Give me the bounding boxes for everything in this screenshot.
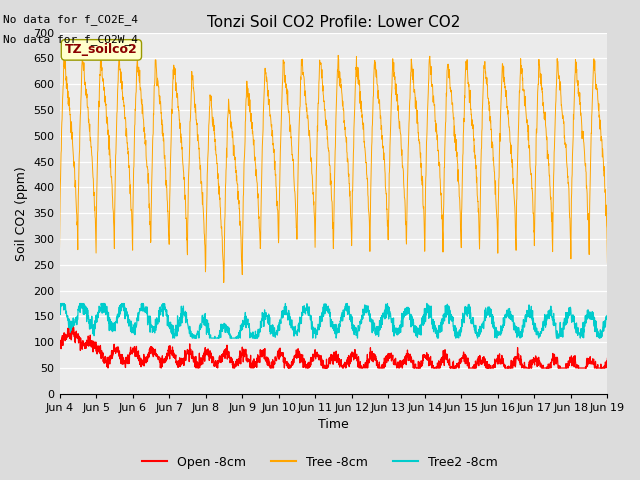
X-axis label: Time: Time	[318, 419, 349, 432]
Y-axis label: Soil CO2 (ppm): Soil CO2 (ppm)	[15, 166, 28, 261]
Text: No data for f_CO2E_4: No data for f_CO2E_4	[3, 14, 138, 25]
Title: Tonzi Soil CO2 Profile: Lower CO2: Tonzi Soil CO2 Profile: Lower CO2	[207, 15, 460, 30]
Text: TZ_soilco2: TZ_soilco2	[65, 43, 138, 56]
Text: No data for f_CO2W_4: No data for f_CO2W_4	[3, 34, 138, 45]
Legend: Open -8cm, Tree -8cm, Tree2 -8cm: Open -8cm, Tree -8cm, Tree2 -8cm	[137, 451, 503, 474]
